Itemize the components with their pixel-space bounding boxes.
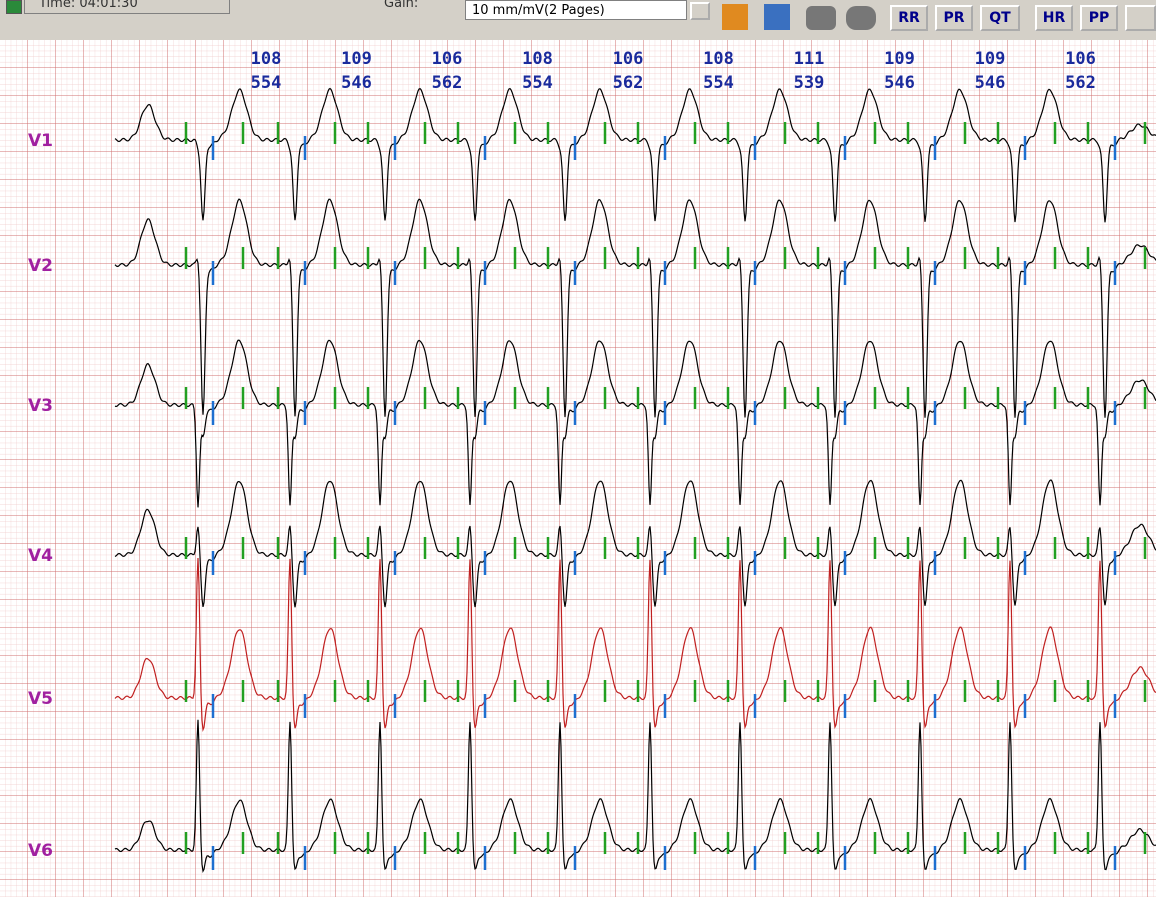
heart-rate: 109 [884,49,915,69]
tool-icon[interactable] [806,6,836,30]
rr-interval: 554 [703,73,734,93]
lead-label: V2 [28,256,53,276]
measure-button[interactable]: HR [1035,5,1073,31]
extra-button[interactable] [1125,5,1156,31]
grid [0,40,1156,897]
rr-interval: 546 [341,73,372,93]
heart-rate: 108 [251,49,282,69]
ecg-trace [114,198,1156,418]
heart-rate: 106 [432,49,463,69]
measure-button[interactable]: PP [1080,5,1118,31]
measure-button[interactable]: QT [980,5,1020,31]
gain-label: Gain: [384,0,419,11]
rr-interval: 562 [613,73,644,93]
lead-label: V6 [28,841,53,861]
rr-interval: 562 [432,73,463,93]
ecg-trace [114,479,1156,608]
ecg-trace [114,339,1156,508]
tool-icon[interactable] [846,6,876,30]
ecg-trace [114,87,1156,223]
toolbar: Time: 04:01:30 Gain: 10 mm/mV(2 Pages) R… [0,0,1156,41]
heart-rate: 109 [341,49,372,69]
lead-label: V5 [28,689,53,709]
heart-rate: 106 [613,49,644,69]
ecg-strip: 108 554 109 546 106 562 108 554 106 562 108 554 111 5… [0,40,1156,897]
ecg-trace [114,719,1156,873]
rr-interval: 554 [251,73,282,93]
ecg-trace [114,557,1156,733]
gain-select[interactable]: 10 mm/mV(2 Pages) [465,0,687,20]
rr-interval: 562 [1065,73,1096,93]
time-display: Time: 04:01:30 [24,0,230,14]
refresh-icon[interactable] [6,0,22,14]
page1-icon[interactable] [722,4,748,30]
rr-interval: 546 [884,73,915,93]
rr-interval: 554 [522,73,553,93]
measure-button[interactable]: PR [935,5,973,31]
measure-button[interactable]: RR [890,5,928,31]
lead-label: V3 [28,396,53,416]
lead-label: V4 [28,546,53,566]
rr-interval: 546 [975,73,1006,93]
heart-rate: 111 [794,49,825,69]
rr-interval: 539 [794,73,825,93]
page2-icon[interactable] [764,4,790,30]
heart-rate: 108 [703,49,734,69]
dropdown-arrow[interactable] [690,2,710,20]
heart-rate: 108 [522,49,553,69]
lead-label: V1 [28,131,53,151]
heart-rate: 109 [975,49,1006,69]
heart-rate: 106 [1065,49,1096,69]
